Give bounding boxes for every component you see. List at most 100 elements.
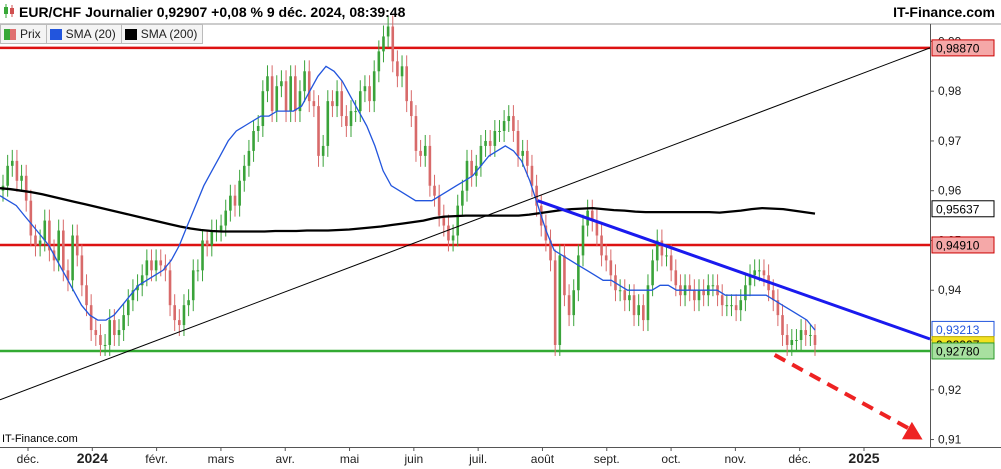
candle-body	[646, 285, 650, 321]
candle-body	[739, 300, 743, 311]
trendline-rising	[0, 47, 931, 401]
candle-body	[154, 260, 158, 271]
candle-body	[725, 305, 729, 307]
x-tick-label: oct.	[661, 452, 680, 466]
legend-item-sma200[interactable]: SMA (200)	[121, 24, 204, 44]
candle-body	[168, 270, 172, 306]
candle-body	[331, 101, 334, 107]
price-tag-label: 0,95637	[936, 202, 980, 216]
candle-body	[688, 285, 692, 291]
candle-body	[809, 335, 812, 337]
candle-body	[113, 320, 116, 336]
candle-body	[62, 230, 65, 271]
chart-title-text: EUR/CHF Journalier 0,92907 +0,08 % 9 déc…	[19, 4, 406, 20]
candle-body	[563, 255, 566, 296]
candle-body	[623, 290, 627, 301]
candle-body	[233, 195, 237, 206]
y-tick-label: 0,94	[938, 283, 962, 297]
candle-body	[377, 51, 381, 72]
x-tick-label: 2024	[77, 450, 108, 466]
chart-title: EUR/CHF Journalier 0,92907 +0,08 % 9 déc…	[0, 0, 405, 24]
candle-body	[465, 160, 469, 191]
candle-body	[405, 66, 408, 102]
candle-body	[321, 145, 325, 156]
candle-body	[651, 260, 654, 286]
candle-body	[776, 300, 780, 316]
legend-item-price[interactable]: Prix	[0, 24, 47, 44]
candle-body	[590, 210, 594, 221]
chart-legend: Prix SMA (20) SMA (200)	[0, 24, 204, 44]
candle-body	[242, 165, 246, 181]
candle-body	[771, 290, 775, 301]
candle-body	[150, 260, 153, 271]
candle-body	[196, 270, 200, 272]
candle-body	[655, 240, 659, 261]
candle-body	[238, 180, 241, 206]
projection-arrow-head	[901, 421, 923, 440]
candle-body	[391, 26, 395, 62]
candle-body	[363, 86, 367, 92]
candle-body	[558, 255, 562, 345]
candle-body	[298, 91, 302, 112]
candle-body	[637, 305, 640, 316]
candle-body	[358, 91, 362, 112]
candle-body	[423, 145, 427, 156]
candle-body	[451, 235, 455, 241]
y-tick-label: 0,97	[938, 134, 962, 148]
candle-body	[10, 160, 14, 166]
candle-body	[122, 315, 125, 331]
candle-body	[280, 81, 283, 87]
candle-body	[396, 61, 399, 77]
candle-body	[414, 116, 418, 151]
candle-body	[669, 255, 673, 271]
candle-body	[140, 275, 144, 286]
candle-body	[507, 116, 511, 122]
candle-body	[256, 126, 260, 131]
candle-body	[368, 86, 371, 102]
price-tag-label: 0,93213	[936, 323, 980, 337]
candle-body	[382, 36, 385, 52]
candle-body	[71, 235, 74, 281]
price-tag	[931, 39, 995, 57]
price-tag	[931, 236, 995, 254]
candle-body	[493, 130, 497, 146]
candle-body	[632, 295, 636, 316]
candle-body	[711, 285, 715, 287]
x-tick-label: 2025	[848, 450, 879, 466]
candle-body	[530, 165, 534, 186]
candle-body	[577, 255, 580, 291]
candle-body	[349, 111, 353, 127]
candle-body	[94, 330, 98, 336]
candle-body	[600, 235, 603, 256]
candle-body	[660, 240, 664, 256]
candle-body	[781, 315, 784, 336]
sma200-line	[0, 187, 816, 233]
candlestick-chart-icon	[3, 1, 15, 25]
candle-body	[702, 290, 705, 296]
candle-body	[447, 225, 450, 241]
candle-body	[442, 215, 446, 226]
candle-body	[813, 335, 817, 345]
x-tick-label: nov.	[724, 452, 746, 466]
candle-body	[433, 185, 436, 196]
footer-watermark: IT-Finance.com	[2, 433, 78, 445]
candle-body	[340, 91, 344, 117]
candle-body	[345, 116, 348, 127]
candle-body	[126, 300, 130, 316]
candle-body	[205, 240, 209, 246]
x-tick-label: août	[531, 452, 555, 466]
y-tick-label: 0,92	[938, 383, 962, 397]
price-tag-label: 0,94910	[936, 238, 980, 252]
legend-item-sma20[interactable]: SMA (20)	[46, 24, 122, 44]
candle-body	[191, 270, 195, 301]
x-tick-label: sept.	[594, 452, 620, 466]
candle-body	[693, 290, 696, 301]
candle-body	[294, 76, 297, 112]
candle-body	[145, 260, 149, 276]
x-tick-label: avr.	[276, 452, 295, 466]
candle-body	[80, 255, 84, 286]
candle-body	[419, 150, 422, 156]
candle-body	[89, 305, 93, 331]
candle-body	[261, 91, 265, 127]
